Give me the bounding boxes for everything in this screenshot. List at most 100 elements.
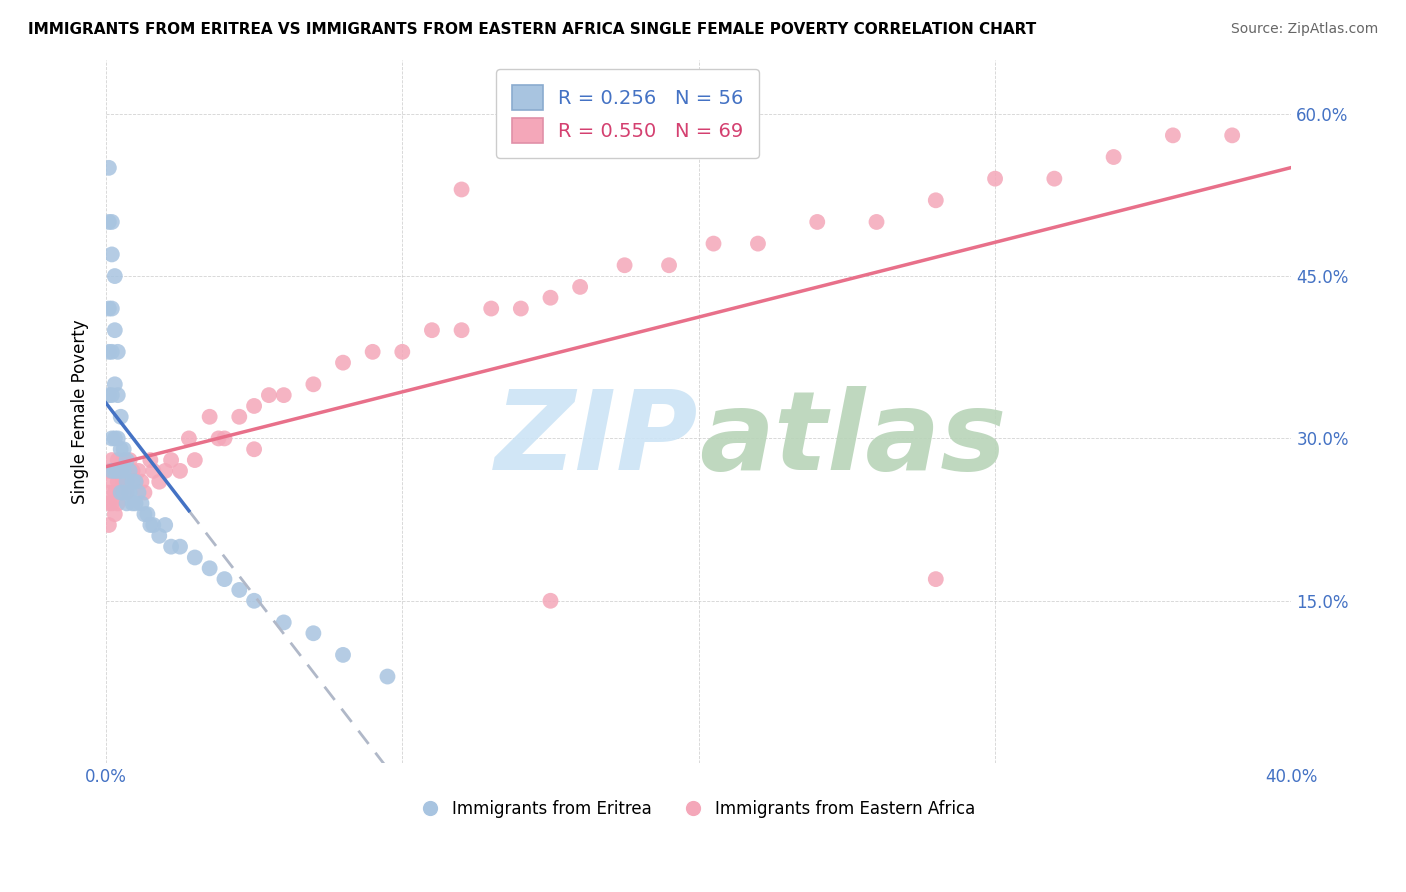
Text: atlas: atlas xyxy=(699,386,1007,493)
Point xyxy=(101,432,124,446)
Point xyxy=(107,496,129,510)
Point xyxy=(118,464,141,478)
Point xyxy=(128,464,150,478)
Text: IMMIGRANTS FROM ERITREA VS IMMIGRANTS FROM EASTERN AFRICA SINGLE FEMALE POVERTY : IMMIGRANTS FROM ERITREA VS IMMIGRANTS FR… xyxy=(28,22,1036,37)
Point xyxy=(540,594,562,608)
Point xyxy=(1161,128,1184,143)
Point xyxy=(139,453,162,467)
Point xyxy=(101,344,124,359)
Point xyxy=(391,344,413,359)
Point xyxy=(361,344,384,359)
Point xyxy=(332,356,354,370)
Point xyxy=(450,182,472,196)
Point xyxy=(450,323,472,337)
Point xyxy=(153,464,176,478)
Point xyxy=(104,323,127,337)
Point xyxy=(169,540,191,554)
Point xyxy=(131,496,153,510)
Point xyxy=(747,236,769,251)
Point xyxy=(112,464,135,478)
Point xyxy=(110,464,132,478)
Point xyxy=(104,485,127,500)
Point xyxy=(97,388,120,402)
Point xyxy=(104,432,127,446)
Point xyxy=(97,215,120,229)
Point xyxy=(702,236,724,251)
Point xyxy=(101,475,124,489)
Point xyxy=(377,669,399,683)
Point xyxy=(124,496,146,510)
Point xyxy=(124,475,146,489)
Point xyxy=(302,626,325,640)
Point xyxy=(97,496,120,510)
Point xyxy=(569,280,592,294)
Point xyxy=(148,475,170,489)
Point xyxy=(134,507,156,521)
Point xyxy=(107,464,129,478)
Point xyxy=(112,453,135,467)
Point xyxy=(115,485,138,500)
Point xyxy=(104,268,127,283)
Point xyxy=(273,388,295,402)
Point xyxy=(104,377,127,392)
Point xyxy=(121,496,143,510)
Point xyxy=(97,161,120,175)
Point xyxy=(148,529,170,543)
Point xyxy=(243,399,266,413)
Point xyxy=(115,496,138,510)
Point xyxy=(228,582,250,597)
Point xyxy=(984,171,1007,186)
Point xyxy=(97,464,120,478)
Text: Source: ZipAtlas.com: Source: ZipAtlas.com xyxy=(1230,22,1378,37)
Point xyxy=(184,453,207,467)
Point xyxy=(112,475,135,489)
Point xyxy=(243,442,266,457)
Y-axis label: Single Female Poverty: Single Female Poverty xyxy=(72,319,89,504)
Point xyxy=(134,485,156,500)
Point xyxy=(110,442,132,457)
Point xyxy=(1102,150,1125,164)
Point xyxy=(101,464,124,478)
Point xyxy=(118,475,141,489)
Point xyxy=(198,561,221,575)
Point xyxy=(613,258,636,272)
Point xyxy=(153,518,176,533)
Point xyxy=(101,247,124,261)
Point xyxy=(540,291,562,305)
Point xyxy=(128,485,150,500)
Point xyxy=(124,475,146,489)
Point xyxy=(228,409,250,424)
Point xyxy=(104,507,127,521)
Point xyxy=(177,432,200,446)
Point xyxy=(479,301,502,316)
Point xyxy=(101,215,124,229)
Point xyxy=(509,301,531,316)
Point xyxy=(107,475,129,489)
Point xyxy=(198,409,221,424)
Point xyxy=(865,215,887,229)
Point xyxy=(257,388,280,402)
Point xyxy=(142,464,165,478)
Point xyxy=(115,453,138,467)
Point xyxy=(104,464,127,478)
Point xyxy=(107,453,129,467)
Point xyxy=(160,453,183,467)
Point xyxy=(121,464,143,478)
Point xyxy=(107,388,129,402)
Point xyxy=(101,388,124,402)
Point xyxy=(101,301,124,316)
Point xyxy=(169,464,191,478)
Point xyxy=(107,344,129,359)
Point xyxy=(1043,171,1066,186)
Point xyxy=(115,464,138,478)
Point xyxy=(207,432,229,446)
Point xyxy=(110,485,132,500)
Point xyxy=(139,518,162,533)
Point xyxy=(97,301,120,316)
Point xyxy=(302,377,325,392)
Point xyxy=(658,258,681,272)
Point xyxy=(112,485,135,500)
Point xyxy=(1220,128,1243,143)
Point xyxy=(136,507,159,521)
Point xyxy=(97,344,120,359)
